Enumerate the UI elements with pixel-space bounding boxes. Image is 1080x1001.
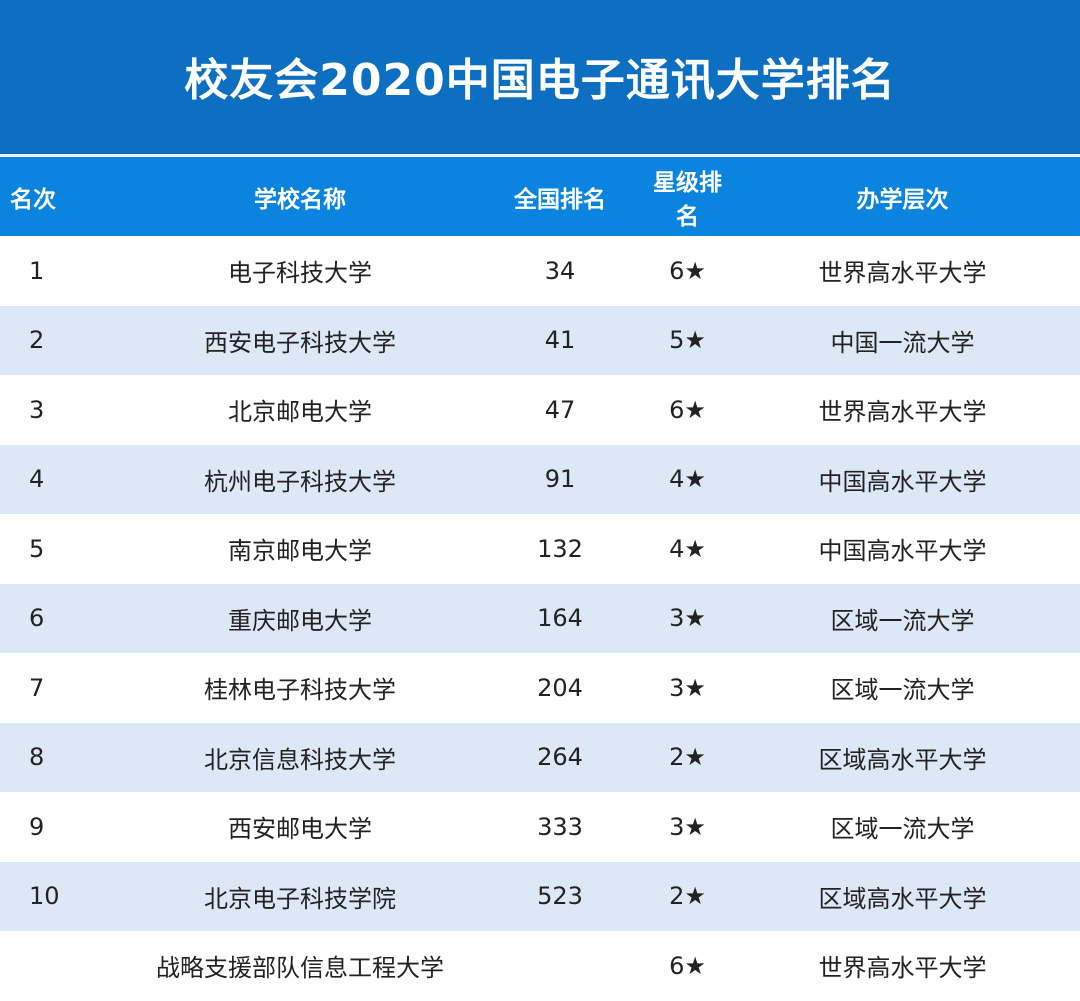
rank-cell: 8 [29,743,45,772]
rank-cell: 2 [29,326,45,355]
national-rank-cell: 34 [544,256,576,285]
school-name-cell: 桂林电子科技大学 [204,676,396,705]
star-rank-cell: 3★ [669,604,706,633]
school-name-cell: 西安电子科技大学 [204,328,396,357]
rank-cell: 6 [29,604,45,633]
level-cell: 区域一流大学 [830,606,975,635]
table-row: 3 北京邮电大学 47 6★ 世界高水平大学 [0,375,1080,445]
national-rank-cell: 333 [537,812,583,841]
star-rank-cell: 3★ [669,812,706,841]
level-cell: 区域高水平大学 [818,884,987,913]
school-name-cell: 北京电子科技学院 [204,884,396,913]
table-row: 9 西安邮电大学 333 3★ 区域一流大学 [0,792,1080,862]
table-row: 战略支援部队信息工程大学 6★ 世界高水平大学 [0,931,1080,1001]
star-rank-cell: 5★ [669,326,706,355]
level-cell: 中国一流大学 [830,328,975,357]
table-row: 1 电子科技大学 34 6★ 世界高水平大学 [0,236,1080,306]
level-cell: 区域高水平大学 [818,745,987,774]
star-rank-cell: 4★ [669,465,706,494]
national-rank-cell: 47 [544,395,576,424]
table-row: 8 北京信息科技大学 264 2★ 区域高水平大学 [0,722,1080,792]
national-rank-cell: 264 [537,743,583,772]
school-name-cell: 西安邮电大学 [228,815,372,844]
header-rank: 名次 [10,186,56,213]
page-title: 校友会2020中国电子通讯大学排名 [184,55,896,106]
school-name-cell: 战略支援部队信息工程大学 [156,954,444,983]
level-cell: 世界高水平大学 [818,954,987,983]
table-row: 6 重庆邮电大学 164 3★ 区域一流大学 [0,583,1080,653]
header-level: 办学层次 [856,186,949,213]
national-rank-cell: 132 [537,534,583,563]
school-name-cell: 重庆邮电大学 [228,606,372,635]
national-rank-cell: 41 [544,326,576,355]
star-rank-cell: 6★ [669,395,706,424]
rank-cell: 4 [29,465,45,494]
level-cell: 世界高水平大学 [818,259,987,288]
table-row: 10 北京电子科技学院 523 2★ 区域高水平大学 [0,861,1080,931]
level-cell: 区域一流大学 [830,815,975,844]
rank-cell: 5 [29,534,45,563]
national-rank-cell: 204 [537,673,583,702]
school-name-cell: 电子科技大学 [228,259,372,288]
table-header-row: 名次 学校名称 全国排名 星级排名 办学层次 [0,157,1080,236]
header-school-name: 学校名称 [254,186,346,213]
rank-cell: 10 [29,882,60,911]
school-name-cell: 北京邮电大学 [228,398,372,427]
star-rank-cell: 2★ [669,882,706,911]
level-cell: 中国高水平大学 [818,537,987,566]
title-banner: 校友会2020中国电子通讯大学排名 [0,0,1080,154]
rank-cell: 9 [29,812,45,841]
rank-cell: 3 [29,395,45,424]
star-rank-cell: 6★ [669,951,706,980]
national-rank-cell: 164 [537,604,583,633]
national-rank-cell [470,931,650,1001]
star-rank-cell: 3★ [669,673,706,702]
star-rank-cell: 2★ [669,743,706,772]
star-rank-cell: 4★ [669,534,706,563]
header-national-rank: 全国排名 [514,186,606,213]
ranking-table: 名次 学校名称 全国排名 星级排名 办学层次 1 电子科技大学 34 6★ 世界… [0,157,1080,1001]
national-rank-cell: 91 [544,465,576,494]
school-name-cell: 南京邮电大学 [228,537,372,566]
school-name-cell: 北京信息科技大学 [204,745,396,774]
header-star-rank: 星级排名 [653,169,722,230]
rank-cell: 1 [29,256,45,285]
national-rank-cell: 523 [537,882,583,911]
school-name-cell: 杭州电子科技大学 [204,467,396,496]
table-row: 4 杭州电子科技大学 91 4★ 中国高水平大学 [0,444,1080,514]
table-row: 7 桂林电子科技大学 204 3★ 区域一流大学 [0,653,1080,723]
divider [0,154,1080,157]
level-cell: 中国高水平大学 [818,467,987,496]
level-cell: 区域一流大学 [830,676,975,705]
level-cell: 世界高水平大学 [818,398,987,427]
table-row: 2 西安电子科技大学 41 5★ 中国一流大学 [0,305,1080,375]
star-rank-cell: 6★ [669,256,706,285]
table-row: 5 南京邮电大学 132 4★ 中国高水平大学 [0,514,1080,584]
rank-cell [0,931,130,1001]
rank-cell: 7 [29,673,45,702]
